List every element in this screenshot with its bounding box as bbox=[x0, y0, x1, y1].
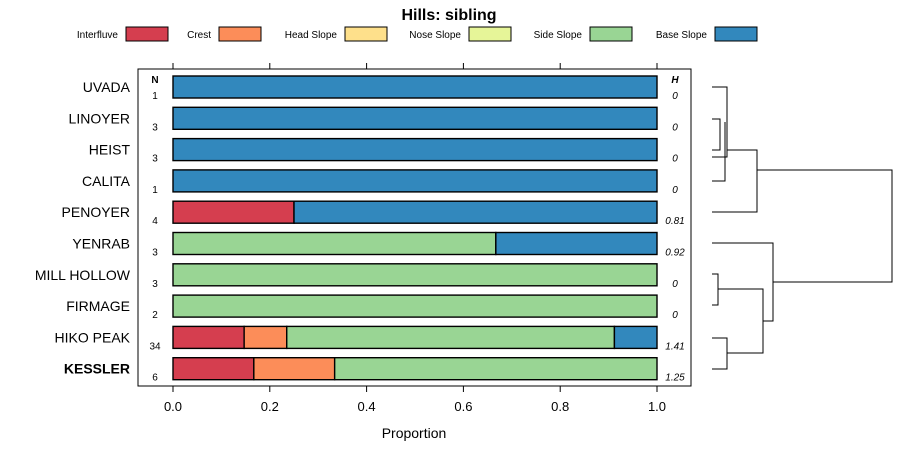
h-column-header: H bbox=[671, 75, 679, 86]
legend: Interfluve Crest Head Slope Nose Slope Side … bbox=[77, 26, 758, 42]
h-value: 1.25 bbox=[665, 373, 685, 384]
legend-swatch-interfluve bbox=[125, 26, 169, 42]
x-tick-label: 0.0 bbox=[164, 399, 182, 414]
bar-segment-base-slope bbox=[613, 325, 658, 350]
legend-swatch-side-slope bbox=[589, 26, 633, 42]
bar-segment-base-slope bbox=[172, 106, 658, 131]
dendro-branch-calita bbox=[712, 122, 726, 182]
category-label: LINOYER bbox=[69, 110, 130, 126]
bar-segment-side-slope bbox=[286, 325, 616, 350]
dendro-branch-linoyer-group bbox=[712, 118, 721, 151]
dendro-branch-hiko-kessler bbox=[712, 337, 728, 370]
bar-segment-base-slope bbox=[293, 200, 658, 224]
category-label: KESSLER bbox=[64, 361, 130, 377]
n-value: 6 bbox=[152, 373, 158, 384]
n-value: 3 bbox=[152, 154, 158, 165]
category-label: CALITA bbox=[82, 173, 131, 189]
h-value: 0 bbox=[672, 279, 678, 290]
dendro-branch-uvada-heist bbox=[712, 86, 728, 158]
bar-segment-side-slope bbox=[172, 231, 497, 256]
h-value: 0 bbox=[672, 122, 678, 133]
n-value: 4 bbox=[152, 216, 158, 227]
bar-segment-interfluve bbox=[172, 325, 245, 350]
dendro-branch-lower-mid bbox=[718, 288, 764, 354]
category-label: FIRMAGE bbox=[66, 298, 130, 314]
legend-label-side-slope: Side Slope bbox=[534, 30, 583, 41]
n-value: 3 bbox=[152, 122, 158, 133]
legend-swatch-nose-slope bbox=[468, 26, 512, 42]
h-value: 0 bbox=[672, 154, 678, 165]
category-label: PENOYER bbox=[62, 204, 130, 220]
bar-rows: UVADA 1 0 LINOYER 3 0 HEIST 3 0 CALITA 1 0 PENOYER 4 0… bbox=[35, 75, 685, 384]
x-tick-label: 1.0 bbox=[648, 399, 666, 414]
x-tick-label: 0.6 bbox=[454, 399, 472, 414]
legend-label-nose-slope: Nose Slope bbox=[409, 30, 461, 41]
legend-label-base-slope: Base Slope bbox=[656, 30, 708, 41]
bar-segment-base-slope bbox=[495, 231, 658, 256]
bar-row-linoyer: LINOYER 3 0 bbox=[69, 106, 678, 133]
bar-row-firmage: FIRMAGE 2 0 bbox=[66, 294, 678, 321]
x-tick-label: 0.4 bbox=[358, 399, 376, 414]
dendrogram bbox=[712, 86, 893, 370]
h-value: 1.41 bbox=[665, 341, 684, 352]
n-value: 3 bbox=[152, 279, 158, 290]
dendro-branch-mill-firmage bbox=[712, 273, 719, 306]
bar-segment-side-slope bbox=[172, 263, 658, 287]
n-column-header: N bbox=[151, 75, 158, 86]
n-value: 34 bbox=[149, 341, 161, 352]
n-value: 2 bbox=[152, 310, 158, 321]
legend-swatch-base-slope bbox=[714, 26, 758, 42]
bar-row-kessler: KESSLER 6 1.25 bbox=[64, 357, 685, 384]
dendro-root bbox=[756, 169, 893, 283]
h-value: 0 bbox=[672, 310, 678, 321]
bar-segment-base-slope bbox=[172, 137, 658, 162]
category-label: YENRAB bbox=[72, 236, 130, 252]
legend-label-head-slope: Head Slope bbox=[285, 30, 338, 41]
axes: 0.0 0.2 0.4 0.6 0.8 1.0 bbox=[164, 63, 666, 414]
bar-segment-side-slope bbox=[172, 294, 658, 318]
chart-title: Hills: sibling bbox=[401, 7, 496, 24]
bar-segment-interfluve bbox=[172, 200, 295, 224]
bar-row-hiko-peak: HIKO PEAK 34 1.41 bbox=[55, 325, 685, 352]
bar-row-uvada: UVADA 1 0 bbox=[83, 75, 678, 102]
n-value: 3 bbox=[152, 248, 158, 259]
bar-segment-crest bbox=[243, 325, 288, 350]
bar-segment-side-slope bbox=[333, 357, 658, 381]
x-axis-label: Proportion bbox=[382, 425, 447, 441]
x-tick-label: 0.2 bbox=[261, 399, 279, 414]
legend-swatch-head-slope bbox=[344, 26, 388, 42]
bar-row-yenrab: YENRAB 3 0.92 bbox=[72, 231, 685, 259]
x-tick-label: 0.8 bbox=[551, 399, 569, 414]
h-value: 0 bbox=[672, 91, 678, 102]
h-value: 0 bbox=[672, 185, 678, 196]
plot-frame bbox=[137, 68, 692, 387]
category-label: HEIST bbox=[89, 142, 131, 158]
legend-swatch-crest bbox=[218, 26, 262, 42]
bar-segment-interfluve bbox=[172, 357, 255, 381]
bar-segment-base-slope bbox=[172, 75, 658, 99]
h-value: 0.81 bbox=[665, 216, 684, 227]
category-label: MILL HOLLOW bbox=[35, 267, 131, 283]
bar-row-penoyer: PENOYER 4 0.81 bbox=[62, 200, 685, 227]
bar-row-calita: CALITA 1 0 bbox=[82, 169, 678, 196]
category-label: UVADA bbox=[83, 79, 131, 95]
n-value: 1 bbox=[152, 91, 158, 102]
bar-row-mill-hollow: MILL HOLLOW 3 0 bbox=[35, 263, 678, 290]
n-value: 1 bbox=[152, 185, 158, 196]
category-label: HIKO PEAK bbox=[55, 329, 131, 345]
bar-segment-base-slope bbox=[172, 169, 658, 193]
bar-row-heist: HEIST 3 0 bbox=[89, 137, 678, 165]
bar-segment-crest bbox=[253, 357, 336, 381]
dendro-branch-yenrab bbox=[712, 242, 774, 322]
legend-label-crest: Crest bbox=[187, 30, 211, 41]
h-value: 0.92 bbox=[665, 248, 685, 259]
legend-label-interfluve: Interfluve bbox=[77, 30, 119, 41]
